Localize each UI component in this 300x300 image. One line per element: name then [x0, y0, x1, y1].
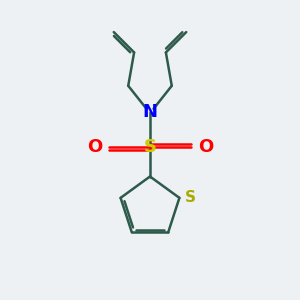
- Text: O: O: [87, 138, 102, 156]
- Text: O: O: [198, 138, 213, 156]
- Text: S: S: [143, 138, 157, 156]
- Text: N: N: [142, 103, 158, 121]
- Text: S: S: [185, 190, 196, 206]
